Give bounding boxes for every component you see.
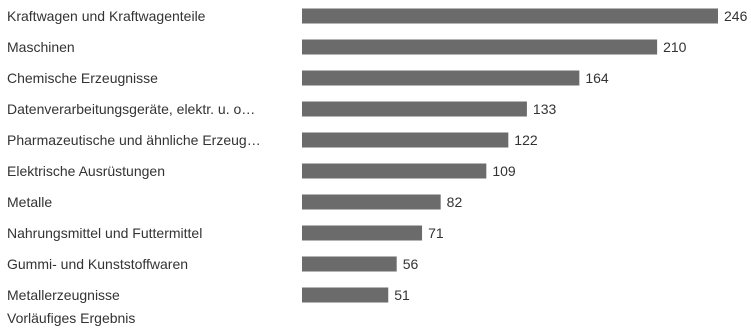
bar-value-label: 164 <box>585 70 609 86</box>
category-label: Kraftwagen und Kraftwagenteile <box>7 8 206 24</box>
bar-value-label: 122 <box>514 132 538 148</box>
category-label: Gummi- und Kunststoffwaren <box>7 256 188 272</box>
category-labels: Kraftwagen und Kraftwagenteile Maschinen C… <box>7 8 261 303</box>
bar-value-label: 133 <box>533 101 557 117</box>
category-label: Elektrische Ausrüstungen <box>7 163 165 179</box>
bar <box>302 256 397 272</box>
bar <box>302 194 441 210</box>
bar <box>302 8 718 24</box>
bars <box>302 8 718 303</box>
bar-value-label: 51 <box>394 287 410 303</box>
bar <box>302 70 580 86</box>
bar <box>302 101 527 117</box>
bar <box>302 287 389 303</box>
category-label: Datenverarbeitungsgeräte, elektr. u. o… <box>7 101 255 117</box>
bar <box>302 225 423 241</box>
category-label: Maschinen <box>7 39 75 55</box>
category-label: Metalle <box>7 194 52 210</box>
bar-value-label: 109 <box>492 163 516 179</box>
bar-value-label: 210 <box>663 39 687 55</box>
bar <box>302 39 658 55</box>
category-label: Nahrungsmittel und Futtermittel <box>7 225 202 241</box>
bar-value-label: 82 <box>447 194 463 210</box>
category-label: Pharmazeutische und ähnliche Erzeug… <box>7 132 261 148</box>
bar-value-label: 56 <box>403 256 419 272</box>
bar-value-label: 246 <box>724 8 748 24</box>
bar <box>302 132 509 148</box>
chart-footnote: Vorläufiges Ergebnis <box>7 310 135 326</box>
bar-value-label: 71 <box>428 225 444 241</box>
category-label: Chemische Erzeugnisse <box>7 70 158 86</box>
bar <box>302 163 487 179</box>
category-label: Metallerzeugnisse <box>7 287 120 303</box>
